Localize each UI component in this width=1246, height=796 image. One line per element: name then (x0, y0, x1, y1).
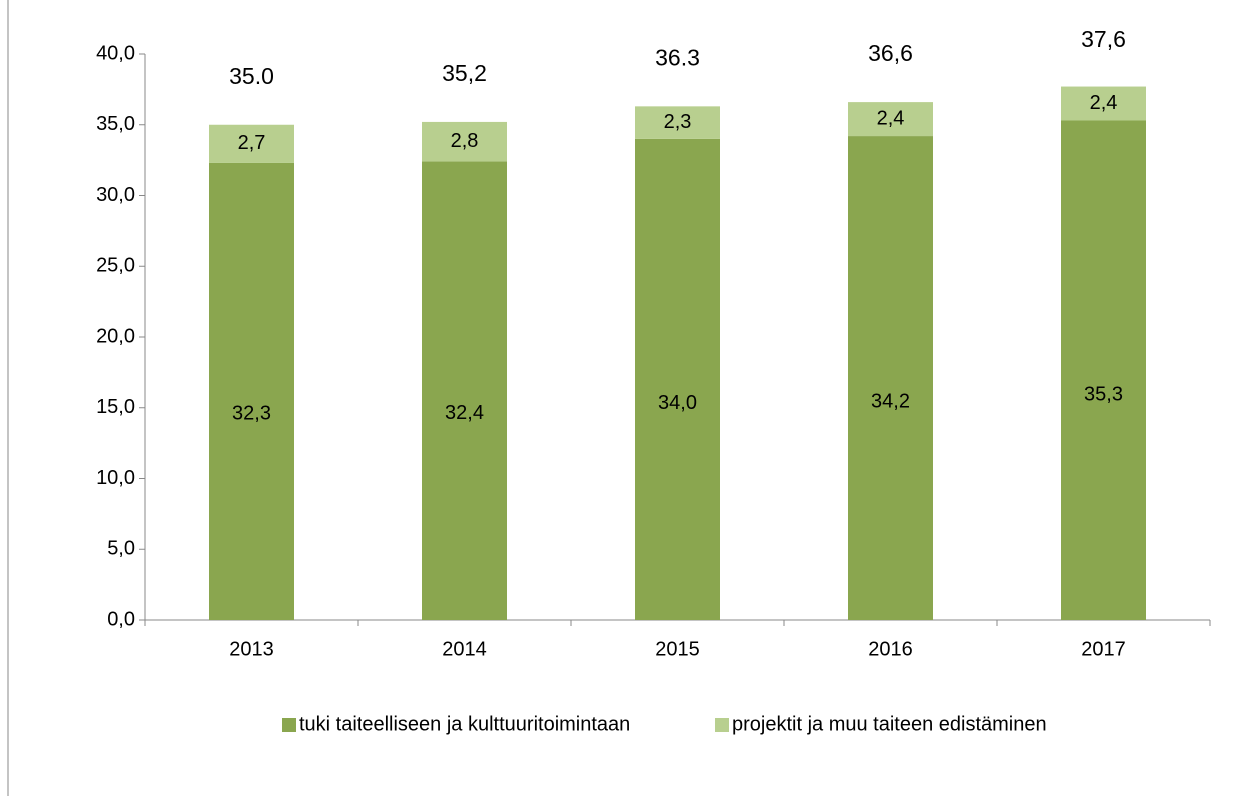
data-label: 2,7 (238, 132, 266, 154)
bar-segment (422, 161, 507, 621)
x-tick-label: 2014 (442, 638, 487, 660)
data-label: 34,0 (658, 392, 697, 414)
legend-label: tuki taiteelliseen ja kulttuuritoimintaa… (299, 713, 630, 735)
legend-swatch (715, 718, 729, 732)
total-label: 35,2 (442, 60, 487, 86)
y-tick-label: 25,0 (96, 255, 135, 277)
x-tick-label: 2015 (655, 638, 700, 660)
data-label: 32,3 (232, 403, 271, 425)
y-tick-label: 10,0 (96, 467, 135, 489)
data-label: 32,4 (445, 402, 484, 424)
bar-segment (1061, 120, 1146, 620)
y-tick-label: 35,0 (96, 113, 135, 135)
total-label: 35.0 (229, 63, 274, 89)
bar-segment (209, 124, 294, 163)
y-tick-label: 20,0 (96, 325, 135, 347)
y-tick-label: 40,0 (96, 42, 135, 64)
bar-segment (635, 138, 720, 620)
y-tick-label: 0,0 (107, 608, 135, 630)
data-label: 2,4 (877, 107, 905, 129)
total-label: 36,6 (868, 40, 913, 66)
data-label: 2,4 (1090, 92, 1118, 114)
bar-segment (848, 102, 933, 137)
y-tick-label: 15,0 (96, 396, 135, 418)
legend-label: projektit ja muu taiteen edistäminen (732, 713, 1047, 735)
x-tick-label: 2013 (229, 638, 274, 660)
x-tick-label: 2016 (868, 638, 913, 660)
bar-segment (848, 136, 933, 620)
bar-segment (422, 121, 507, 162)
total-label: 37,6 (1081, 26, 1126, 52)
legend-swatch (282, 718, 296, 732)
y-tick-label: 30,0 (96, 184, 135, 206)
data-label: 35,3 (1084, 384, 1123, 406)
bar-segment (635, 106, 720, 139)
total-label: 36.3 (655, 44, 700, 70)
data-label: 2,3 (664, 111, 692, 133)
data-label: 2,8 (451, 130, 479, 152)
bar-segment (1061, 86, 1146, 121)
x-tick-label: 2017 (1081, 638, 1126, 660)
data-label: 34,2 (871, 391, 910, 413)
y-tick-label: 5,0 (107, 538, 135, 560)
bar-segment (209, 162, 294, 620)
